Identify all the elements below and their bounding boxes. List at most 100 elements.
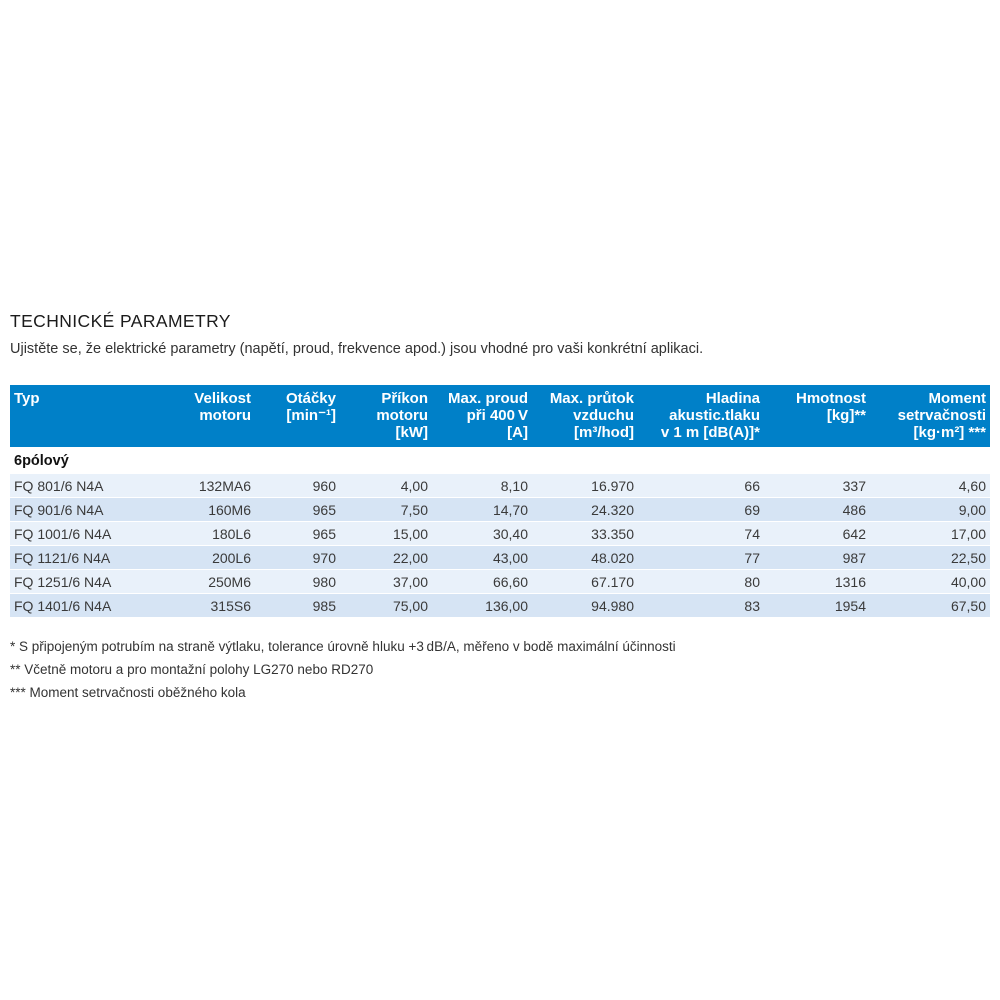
cell-moment: 67,50 xyxy=(870,594,990,618)
cell-velikost-motoru: 180L6 xyxy=(180,522,255,546)
column-header-line: [kW] xyxy=(395,424,429,441)
footnote: ** Včetně motoru a pro montažní polohy L… xyxy=(10,662,374,677)
cell-prikon: 15,00 xyxy=(340,522,432,546)
table-row: FQ 1401/6 N4A 315S6 985 75,00 136,00 94.… xyxy=(10,594,990,618)
cell-hladina: 74 xyxy=(638,522,764,546)
column-header-line: Hmotnost xyxy=(796,390,866,407)
column-header-line: Max. proud xyxy=(447,390,528,407)
cell-otacky: 985 xyxy=(255,594,340,618)
column-header-line: motoru xyxy=(199,407,251,424)
cell-typ: FQ 1401/6 N4A xyxy=(10,594,180,618)
cell-velikost-motoru: 200L6 xyxy=(180,546,255,570)
table-row: FQ 801/6 N4A 132MA6 960 4,00 8,10 16.970… xyxy=(10,474,990,498)
cell-velikost-motoru: 315S6 xyxy=(180,594,255,618)
column-header-line: Otáčky xyxy=(285,390,336,407)
cell-hladina: 83 xyxy=(638,594,764,618)
cell-prikon: 4,00 xyxy=(340,474,432,498)
cell-max-proud: 14,70 xyxy=(432,498,532,522)
cell-max-proud: 43,00 xyxy=(432,546,532,570)
column-header-line: [min⁻¹] xyxy=(286,407,336,424)
section-row-6polovy: 6pólový xyxy=(10,447,990,474)
cell-otacky: 960 xyxy=(255,474,340,498)
column-header-line: [kg]** xyxy=(826,407,866,424)
cell-typ: FQ 1251/6 N4A xyxy=(10,570,180,594)
column-header-line: [kg·m²] *** xyxy=(913,424,986,441)
table-row: FQ 1121/6 N4A 200L6 970 22,00 43,00 48.0… xyxy=(10,546,990,570)
footnote: *** Moment setrvačnosti oběžného kola xyxy=(10,685,246,700)
cell-hmotnost: 486 xyxy=(764,498,870,522)
cell-moment: 4,60 xyxy=(870,474,990,498)
cell-prikon: 22,00 xyxy=(340,546,432,570)
cell-hmotnost: 1954 xyxy=(764,594,870,618)
column-header-prikon-motoru: Příkon motoru [kW] xyxy=(340,385,432,447)
cell-typ: FQ 801/6 N4A xyxy=(10,474,180,498)
cell-max-proud: 8,10 xyxy=(432,474,532,498)
cell-max-prutok: 16.970 xyxy=(532,474,638,498)
cell-velikost-motoru: 250M6 xyxy=(180,570,255,594)
cell-moment: 40,00 xyxy=(870,570,990,594)
cell-moment: 22,50 xyxy=(870,546,990,570)
cell-otacky: 965 xyxy=(255,522,340,546)
section-label: 6pólový xyxy=(10,447,990,474)
column-header-line: akustic.tlaku xyxy=(669,407,760,424)
column-header-line: Typ xyxy=(14,390,40,407)
column-header-line: Příkon xyxy=(381,390,428,407)
table-row: FQ 901/6 N4A 160M6 965 7,50 14,70 24.320… xyxy=(10,498,990,522)
cell-prikon: 7,50 xyxy=(340,498,432,522)
technical-parameters-table: Typ Velikost motoru Otáčky [min⁻¹] Příko… xyxy=(10,385,990,618)
cell-moment: 9,00 xyxy=(870,498,990,522)
cell-prikon: 37,00 xyxy=(340,570,432,594)
column-header-line: vzduchu xyxy=(573,407,634,424)
page-title: TECHNICKÉ PARAMETRY xyxy=(10,311,231,331)
column-header-line: motoru xyxy=(376,407,428,424)
cell-otacky: 965 xyxy=(255,498,340,522)
column-header-max-prutok: Max. průtok vzduchu [m³/hod] xyxy=(532,385,638,447)
footnote: * S připojeným potrubím na straně výtlak… xyxy=(10,639,676,654)
cell-prikon: 75,00 xyxy=(340,594,432,618)
cell-typ: FQ 1001/6 N4A xyxy=(10,522,180,546)
cell-max-prutok: 94.980 xyxy=(532,594,638,618)
column-header-line: [m³/hod] xyxy=(574,424,634,441)
table-header: Typ Velikost motoru Otáčky [min⁻¹] Příko… xyxy=(10,385,990,447)
cell-hladina: 69 xyxy=(638,498,764,522)
cell-hladina: 66 xyxy=(638,474,764,498)
cell-hmotnost: 337 xyxy=(764,474,870,498)
cell-hmotnost: 1316 xyxy=(764,570,870,594)
table-row: FQ 1001/6 N4A 180L6 965 15,00 30,40 33.3… xyxy=(10,522,990,546)
cell-moment: 17,00 xyxy=(870,522,990,546)
cell-hladina: 77 xyxy=(638,546,764,570)
cell-hladina: 80 xyxy=(638,570,764,594)
cell-max-proud: 66,60 xyxy=(432,570,532,594)
cell-max-prutok: 67.170 xyxy=(532,570,638,594)
cell-hmotnost: 642 xyxy=(764,522,870,546)
column-header-max-proud: Max. proud při 400 V [A] xyxy=(432,385,532,447)
cell-velikost-motoru: 132MA6 xyxy=(180,474,255,498)
cell-otacky: 980 xyxy=(255,570,340,594)
column-header-line: při 400 V xyxy=(466,407,528,424)
table-row: FQ 1251/6 N4A 250M6 980 37,00 66,60 67.1… xyxy=(10,570,990,594)
column-header-hladina-akustickeho-tlaku: Hladina akustic.tlaku v 1 m [dB(A)]* xyxy=(638,385,764,447)
document-page: TECHNICKÉ PARAMETRY Ujistěte se, že elek… xyxy=(10,311,990,704)
column-header-line: [A] xyxy=(507,424,528,441)
footnotes: * S připojeným potrubím na straně výtlak… xyxy=(10,635,990,704)
column-header-hmotnost: Hmotnost [kg]** xyxy=(764,385,870,447)
cell-otacky: 970 xyxy=(255,546,340,570)
column-header-line: Hladina xyxy=(705,390,760,407)
page-subtitle: Ujistěte se, že elektrické parametry (na… xyxy=(10,341,704,357)
cell-typ: FQ 1121/6 N4A xyxy=(10,546,180,570)
column-header-otacky: Otáčky [min⁻¹] xyxy=(255,385,340,447)
column-header-moment-setrvacnosti: Moment setrvačnosti [kg·m²] *** xyxy=(870,385,990,447)
column-header-line: setrvačnosti xyxy=(897,407,986,424)
cell-velikost-motoru: 160M6 xyxy=(180,498,255,522)
table-body: 6pólový FQ 801/6 N4A 132MA6 960 4,00 8,1… xyxy=(10,447,990,618)
cell-max-prutok: 48.020 xyxy=(532,546,638,570)
column-header-line: v 1 m [dB(A)]* xyxy=(660,424,760,441)
column-header-line: Max. průtok xyxy=(549,390,634,407)
column-header-line: Velikost xyxy=(194,390,251,407)
column-header-velikost-motoru: Velikost motoru xyxy=(180,385,255,447)
cell-max-prutok: 33.350 xyxy=(532,522,638,546)
cell-typ: FQ 901/6 N4A xyxy=(10,498,180,522)
column-header-line: Moment xyxy=(928,390,987,407)
cell-max-prutok: 24.320 xyxy=(532,498,638,522)
cell-max-proud: 136,00 xyxy=(432,594,532,618)
